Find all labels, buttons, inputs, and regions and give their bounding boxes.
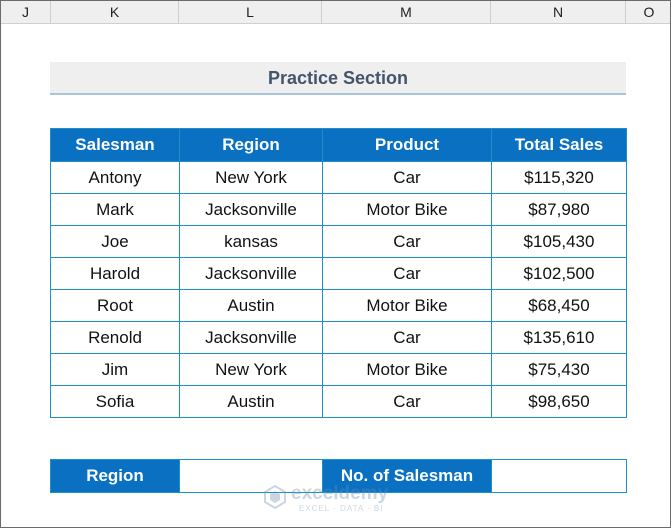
- column-header-k[interactable]: K: [51, 1, 179, 23]
- cell-region[interactable]: New York: [179, 353, 323, 386]
- cell-region[interactable]: Jacksonville: [179, 257, 323, 290]
- cell-total-sales[interactable]: $115,320: [491, 161, 627, 194]
- column-header-n[interactable]: N: [491, 1, 626, 23]
- salesman-count-result-cell[interactable]: [491, 459, 627, 493]
- region-label-cell[interactable]: Region: [50, 459, 180, 493]
- table-row: Mark Jacksonville Motor Bike $87,980: [50, 193, 627, 226]
- cell-total-sales[interactable]: $102,500: [491, 257, 627, 290]
- cell-product[interactable]: Car: [322, 385, 492, 418]
- cell-product[interactable]: Motor Bike: [322, 289, 492, 322]
- practice-section-title[interactable]: Practice Section: [50, 62, 626, 95]
- table-row: Joe kansas Car $105,430: [50, 225, 627, 258]
- cell-total-sales[interactable]: $68,450: [491, 289, 627, 322]
- lookup-table: Region No. of Salesman: [50, 459, 627, 493]
- cell-salesman[interactable]: Harold: [50, 257, 180, 290]
- table-row: Sofia Austin Car $98,650: [50, 385, 627, 418]
- cell-product[interactable]: Car: [322, 321, 492, 354]
- column-header-bar: J K L M N O: [1, 1, 670, 24]
- cell-product[interactable]: Car: [322, 225, 492, 258]
- cell-region[interactable]: New York: [179, 161, 323, 194]
- cell-total-sales[interactable]: $75,430: [491, 353, 627, 386]
- salesman-count-label-cell[interactable]: No. of Salesman: [322, 459, 492, 493]
- cell-product[interactable]: Motor Bike: [322, 353, 492, 386]
- cell-total-sales[interactable]: $98,650: [491, 385, 627, 418]
- cell-product[interactable]: Car: [322, 161, 492, 194]
- cell-region[interactable]: Jacksonville: [179, 321, 323, 354]
- column-header-l[interactable]: L: [179, 1, 322, 23]
- table-row: Renold Jacksonville Car $135,610: [50, 321, 627, 354]
- cell-salesman[interactable]: Joe: [50, 225, 180, 258]
- cell-salesman[interactable]: Jim: [50, 353, 180, 386]
- cell-region[interactable]: kansas: [179, 225, 323, 258]
- cell-total-sales[interactable]: $135,610: [491, 321, 627, 354]
- cell-salesman[interactable]: Renold: [50, 321, 180, 354]
- cell-region[interactable]: Austin: [179, 289, 323, 322]
- cell-salesman[interactable]: Sofia: [50, 385, 180, 418]
- header-salesman[interactable]: Salesman: [50, 128, 180, 162]
- cell-total-sales[interactable]: $87,980: [491, 193, 627, 226]
- lookup-row: Region No. of Salesman: [50, 459, 627, 493]
- column-header-o[interactable]: O: [643, 4, 655, 20]
- header-product[interactable]: Product: [322, 128, 492, 162]
- cell-region[interactable]: Austin: [179, 385, 323, 418]
- header-total-sales[interactable]: Total Sales: [491, 128, 627, 162]
- cell-region[interactable]: Jacksonville: [179, 193, 323, 226]
- table-header-row: Salesman Region Product Total Sales: [50, 128, 627, 162]
- cell-salesman[interactable]: Root: [50, 289, 180, 322]
- header-region[interactable]: Region: [179, 128, 323, 162]
- table-row: Antony New York Car $115,320: [50, 161, 627, 194]
- cell-product[interactable]: Motor Bike: [322, 193, 492, 226]
- exceldemy-watermark: exceldemy EXCEL · DATA · BI: [263, 483, 413, 513]
- exceldemy-logo-icon: [264, 485, 286, 509]
- cell-salesman[interactable]: Mark: [50, 193, 180, 226]
- cell-product[interactable]: Car: [322, 257, 492, 290]
- column-header-j[interactable]: J: [1, 1, 51, 23]
- cell-total-sales[interactable]: $105,430: [491, 225, 627, 258]
- table-row: Root Austin Motor Bike $68,450: [50, 289, 627, 322]
- column-header-m[interactable]: M: [322, 1, 491, 23]
- sales-table: Salesman Region Product Total Sales Anto…: [50, 128, 627, 418]
- table-row: Jim New York Motor Bike $75,430: [50, 353, 627, 386]
- watermark-name: exceldemy: [291, 483, 389, 504]
- cell-salesman[interactable]: Antony: [50, 161, 180, 194]
- watermark-tagline: EXCEL · DATA · BI: [299, 504, 384, 513]
- table-row: Harold Jacksonville Car $102,500: [50, 257, 627, 290]
